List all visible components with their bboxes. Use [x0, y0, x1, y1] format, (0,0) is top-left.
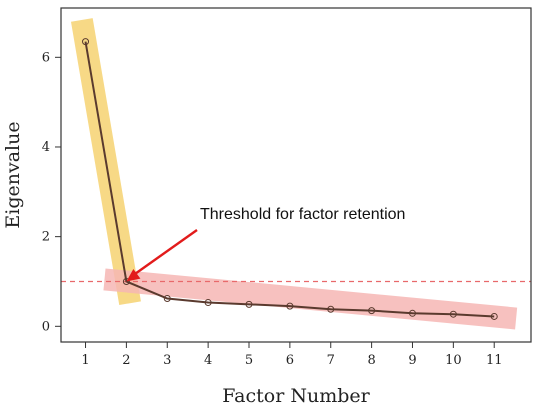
annotation-arrow-line: [130, 229, 198, 278]
data-point: [82, 38, 90, 46]
x-tick-label: 11: [486, 353, 503, 368]
data-point: [245, 300, 253, 308]
data-point: [327, 305, 335, 313]
x-tick-label: 6: [286, 353, 294, 368]
x-tick-label: 10: [445, 353, 462, 368]
x-axis: 1 2 3 4 5 6 7 8 9 10 11: [81, 342, 502, 368]
highlight-band-flat: [103, 268, 518, 330]
annotation-text: Threshold for factor retention: [200, 206, 405, 223]
series-layer: [82, 38, 498, 320]
x-tick-label: 7: [327, 353, 335, 368]
x-tick-label: 5: [245, 353, 253, 368]
x-tick-label: 8: [367, 353, 375, 368]
data-point: [286, 302, 294, 310]
series-line: [84, 41, 495, 318]
y-tick-label: 4: [42, 140, 50, 155]
x-tick-label: 3: [163, 353, 171, 368]
y-axis-title: Eigenvalue: [2, 121, 24, 228]
y-axis: 0 2 4 6: [42, 50, 61, 334]
x-tick-label: 9: [408, 353, 416, 368]
x-tick-label: 2: [122, 353, 130, 368]
data-point: [122, 277, 130, 285]
data-point: [368, 307, 376, 315]
data-point: [449, 310, 457, 318]
data-point: [204, 299, 212, 307]
x-tick-label: 4: [204, 353, 212, 368]
x-axis-title: Factor Number: [222, 385, 370, 407]
data-point: [408, 309, 416, 317]
data-point: [163, 295, 171, 303]
y-tick-label: 2: [42, 230, 50, 245]
highlight-layer: [70, 18, 518, 330]
annotation-arrow-head: [126, 268, 141, 282]
y-tick-label: 0: [42, 319, 50, 334]
y-tick-label: 6: [42, 50, 50, 65]
plot-frame: [60, 7, 532, 343]
x-tick-label: 1: [81, 353, 89, 368]
data-point: [490, 312, 498, 320]
annotation-layer: Threshold for factor retention: [126, 206, 405, 282]
